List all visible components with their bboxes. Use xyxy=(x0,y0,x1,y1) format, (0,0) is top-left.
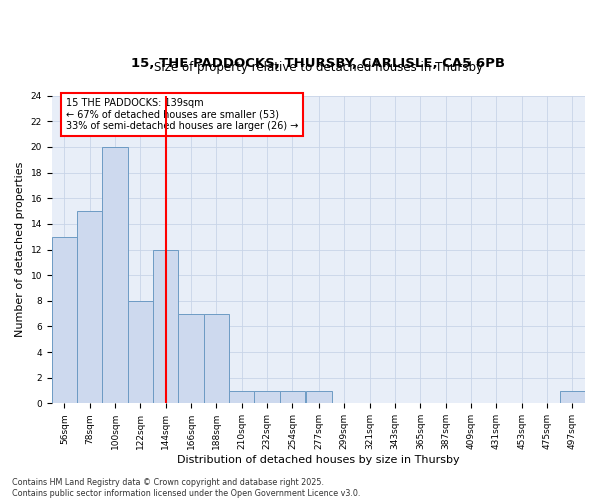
Bar xyxy=(153,250,178,404)
Bar xyxy=(103,147,128,404)
Bar xyxy=(306,390,332,404)
Text: 15 THE PADDOCKS: 139sqm
← 67% of detached houses are smaller (53)
33% of semi-de: 15 THE PADDOCKS: 139sqm ← 67% of detache… xyxy=(65,98,298,132)
Bar xyxy=(128,301,153,404)
Bar xyxy=(229,390,254,404)
Bar xyxy=(560,390,585,404)
Bar xyxy=(178,314,204,404)
Text: 15, THE PADDOCKS, THURSBY, CARLISLE, CA5 6PB: 15, THE PADDOCKS, THURSBY, CARLISLE, CA5… xyxy=(131,56,505,70)
Bar xyxy=(204,314,229,404)
X-axis label: Distribution of detached houses by size in Thursby: Distribution of detached houses by size … xyxy=(177,455,460,465)
Bar xyxy=(77,211,103,404)
Title: Size of property relative to detached houses in Thursby: Size of property relative to detached ho… xyxy=(154,60,483,74)
Bar xyxy=(280,390,305,404)
Bar xyxy=(52,236,77,404)
Y-axis label: Number of detached properties: Number of detached properties xyxy=(15,162,25,337)
Text: Contains HM Land Registry data © Crown copyright and database right 2025.
Contai: Contains HM Land Registry data © Crown c… xyxy=(12,478,361,498)
Bar xyxy=(254,390,280,404)
